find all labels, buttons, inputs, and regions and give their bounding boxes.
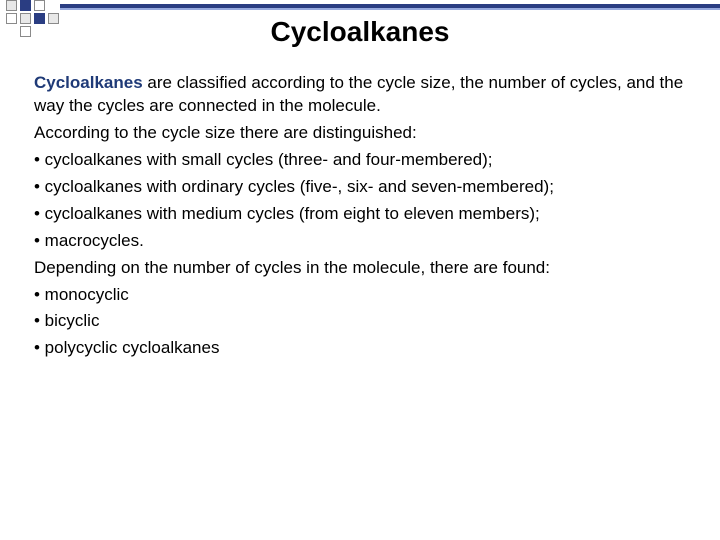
slide-title: Cycloalkanes <box>0 16 720 48</box>
bullet-size: • macrocycles. <box>34 230 686 253</box>
intro-paragraph: Cycloalkanes are classified according to… <box>34 72 686 118</box>
bullet-size: • cycloalkanes with small cycles (three-… <box>34 149 686 172</box>
count-intro: Depending on the number of cycles in the… <box>34 257 686 280</box>
bullet-count: • monocyclic <box>34 284 686 307</box>
decor-square <box>34 0 45 11</box>
bullet-size: • cycloalkanes with ordinary cycles (fiv… <box>34 176 686 199</box>
decor-bar-light <box>60 8 720 10</box>
slide-body: Cycloalkanes are classified according to… <box>34 72 686 364</box>
decor-square <box>6 0 17 11</box>
decor-square <box>20 0 31 11</box>
bullet-count: • bicyclic <box>34 310 686 333</box>
lead-term: Cycloalkanes <box>34 73 143 92</box>
bullet-count: • polycyclic cycloalkanes <box>34 337 686 360</box>
size-intro: According to the cycle size there are di… <box>34 122 686 145</box>
bullet-size: • cycloalkanes with medium cycles (from … <box>34 203 686 226</box>
